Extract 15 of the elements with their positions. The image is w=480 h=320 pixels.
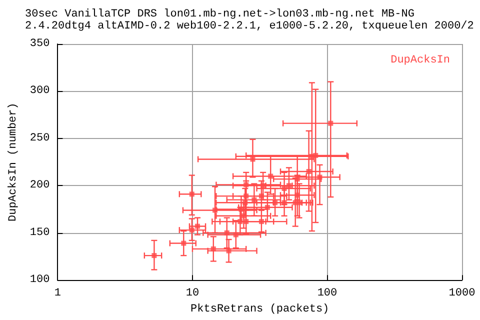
x-tick-label: 1000 — [448, 288, 476, 300]
y-tick-label: 250 — [30, 132, 50, 144]
x-tick-label: 1 — [54, 288, 62, 300]
y-axis-title: DupAcksIn (number) — [8, 102, 20, 222]
y-tick-label: 150 — [30, 226, 50, 239]
x-axis-title: PktsRetrans (packets) — [190, 304, 330, 316]
y-tick-label: 100 — [30, 274, 50, 286]
x-tick-label: 10 — [186, 288, 200, 300]
y-tick-label: 300 — [30, 85, 50, 98]
y-tick-label: 200 — [30, 180, 50, 192]
chart-subtitle: 2.4.20dtg4 altAIMD-0.2 web100-2.2.1, e1000-5.2.20, txqueuelen 2000/2 — [25, 20, 474, 32]
chart-title: 30sec VanillaTCP DRS lon01.mb-ng.net->lon03.mb-ng.net MB-NG — [25, 8, 414, 20]
y-tick-label: 350 — [30, 38, 50, 50]
text: DupAcksIn — [390, 54, 450, 66]
x-tick-label: 100 — [317, 288, 338, 300]
